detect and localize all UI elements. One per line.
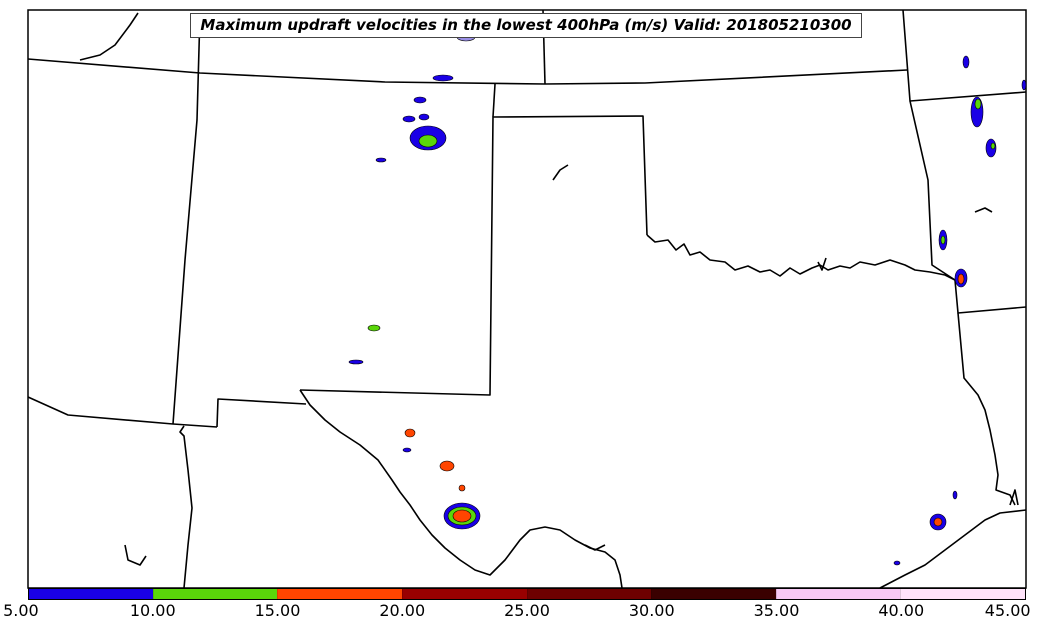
updraft-cell	[957, 273, 965, 285]
updraft-cell	[418, 113, 430, 121]
updraft-contours	[348, 16, 1027, 566]
colorbar-tick-label: 40.00	[878, 601, 925, 620]
updraft-cell	[940, 235, 946, 245]
chart-title: Maximum updraft velocities in the lowest…	[190, 13, 862, 38]
updraft-cell	[375, 157, 387, 163]
colorbar-tick-label: 35.00	[753, 601, 800, 620]
updraft-cell	[974, 98, 982, 110]
colorbar-segment	[775, 589, 901, 599]
updraft-cell	[402, 115, 416, 123]
updraft-cell	[962, 55, 970, 69]
state-boundaries	[27, 9, 1027, 589]
updraft-cell	[452, 509, 472, 523]
colorbar-tick-label: 30.00	[628, 601, 675, 620]
updraft-cell	[432, 74, 454, 82]
map-frame	[27, 9, 1027, 589]
colorbar	[28, 588, 1026, 600]
colorbar-segment	[900, 589, 1025, 599]
colorbar-segment	[29, 589, 153, 599]
colorbar-tick-label: 15.00	[254, 601, 301, 620]
colorbar-segment	[152, 589, 278, 599]
colorbar-tick-label: 45.00	[984, 601, 1031, 620]
colorbar-segment	[277, 589, 402, 599]
updraft-cell	[402, 447, 412, 453]
colorbar-tick-label: 5.00	[3, 601, 39, 620]
colorbar-segment	[651, 589, 776, 599]
updraft-cell	[367, 324, 381, 332]
updraft-cell	[348, 359, 364, 365]
updraft-cell	[413, 96, 427, 104]
updraft-cell	[418, 134, 438, 148]
updraft-cell	[404, 428, 416, 438]
updraft-cell	[952, 490, 958, 500]
colorbar-tick-label: 20.00	[379, 601, 426, 620]
updraft-cell	[933, 517, 943, 527]
updraft-cell	[458, 484, 466, 492]
colorbar-tick-label: 10.00	[129, 601, 176, 620]
updraft-cell	[1021, 79, 1027, 91]
colorbar-tick-label: 25.00	[504, 601, 550, 620]
colorbar-segment	[401, 589, 527, 599]
updraft-cell	[990, 142, 996, 150]
colorbar-segment	[526, 589, 652, 599]
updraft-cell	[893, 560, 901, 566]
updraft-cell	[439, 460, 455, 472]
